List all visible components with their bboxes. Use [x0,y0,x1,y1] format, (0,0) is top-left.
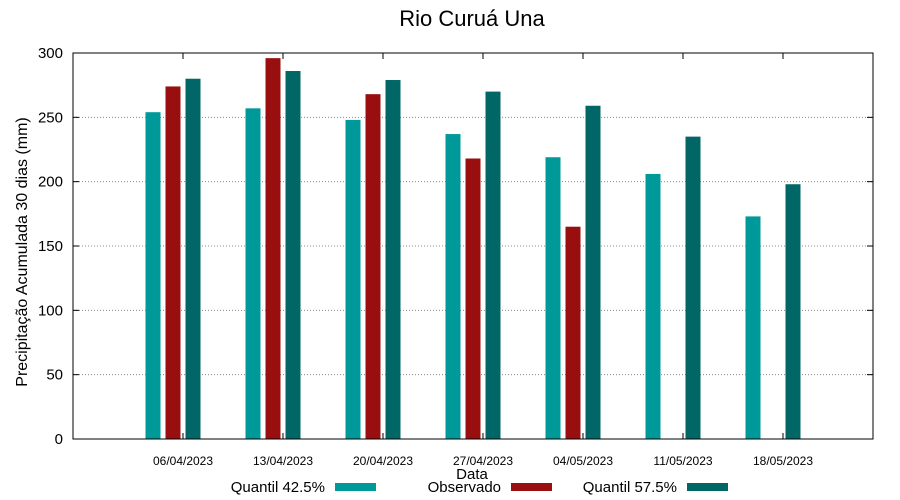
bar [565,226,581,439]
bar [645,173,661,440]
bar [745,216,761,439]
y-tick-label: 50 [46,367,63,384]
bar [585,105,601,440]
x-tick-label: 13/04/2023 [253,454,313,468]
bar [685,136,701,439]
x-tick-label: 11/05/2023 [653,454,712,468]
bar [345,119,361,439]
x-ticks: 06/04/2023 13/04/2023 20/04/2023 27/04/2023… [153,53,813,468]
bars [145,58,801,440]
x-tick-label: 27/04/2023 [453,454,513,468]
bar [165,86,181,439]
bar [465,158,481,440]
bar [265,58,281,439]
y-tick-label: 150 [38,238,63,255]
bar [445,134,461,439]
x-tick-label: 06/04/2023 [153,454,213,468]
y-axis-label: Precipitação Acumulada 30 dias (mm) [14,117,31,386]
bar [385,80,401,440]
x-tick-label: 04/05/2023 [553,454,613,468]
y-tick-label: 200 [38,174,63,191]
legend-label: Quantil 42.5% [231,479,325,496]
legend-swatch [335,483,376,491]
bar [285,71,301,439]
legend-label: Observado [428,479,501,496]
bar [785,184,801,439]
y-tick-label: 100 [38,302,63,319]
bar [485,91,501,439]
y-tick-label: 250 [38,109,63,126]
plot-frame [72,52,874,440]
bar [145,112,161,439]
y-tick-label: 0 [55,431,63,448]
chart-title: Rio Curuá Una [399,6,545,31]
legend: Quantil 42.5% Observado Quantil 57.5% [231,479,728,496]
x-tick-label: 18/05/2023 [753,454,813,468]
legend-swatch [687,483,728,491]
legend-label: Quantil 57.5% [583,479,677,496]
legend-swatch [511,483,552,491]
bar [185,78,201,439]
bar [245,108,261,440]
x-tick-label: 20/04/2023 [353,454,413,468]
y-tick-label: 300 [38,45,63,62]
bar [545,157,561,439]
y-ticks: 0 50 100 150 200 250 300 [38,45,873,448]
bar [365,94,381,439]
x-axis-label: Data [456,466,488,483]
